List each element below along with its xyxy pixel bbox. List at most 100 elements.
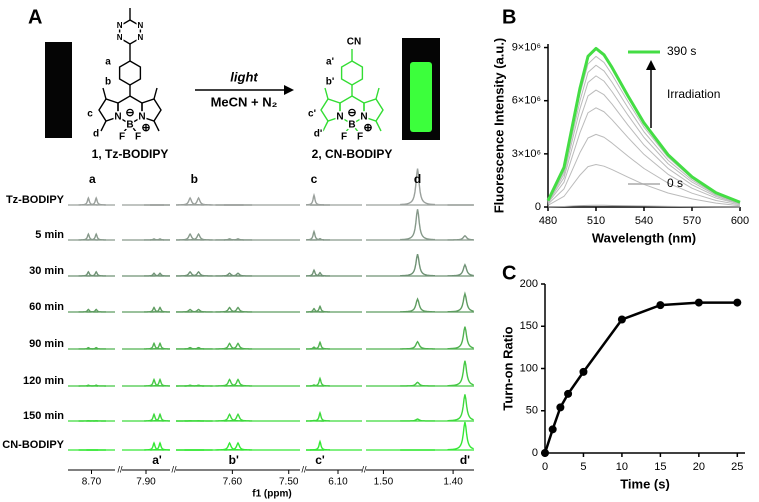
signal-label: d <box>414 172 421 186</box>
compound-name: 2, CN-BODIPY <box>312 147 393 161</box>
data-point <box>564 389 573 398</box>
nmr-peak <box>78 232 99 241</box>
signal-label: c <box>311 172 318 186</box>
atom-label: F <box>119 132 125 143</box>
nmr-peak <box>223 306 253 313</box>
series-line <box>543 301 738 454</box>
signal-label: a' <box>152 453 162 467</box>
legend-label: 390 s <box>667 44 696 58</box>
compound-name: 1, Tz-BODIPY <box>92 147 169 161</box>
nmr-peak <box>215 441 244 451</box>
atom-label: N <box>138 21 144 30</box>
nmr-peak <box>309 271 331 277</box>
ring <box>320 98 341 122</box>
y-axis-label: Fluorescence Intensity (a.u.) <box>491 38 506 214</box>
y-tick-label: 50 <box>526 405 538 417</box>
bond <box>322 120 329 132</box>
series-line <box>547 107 741 205</box>
row-label: 60 min <box>29 301 64 313</box>
ring <box>118 60 142 86</box>
nmr-peak <box>143 412 165 422</box>
nmr-peak <box>215 412 244 422</box>
annotation: Irradiation <box>667 87 720 101</box>
atom-label: N <box>138 112 145 123</box>
nmr-peak <box>184 232 213 241</box>
signal-label: c' <box>315 453 325 467</box>
atom-label: N <box>336 112 343 123</box>
nmr-peak <box>149 377 171 387</box>
nmr-peak <box>215 342 244 350</box>
signal-label: b' <box>229 453 239 467</box>
row-label: 30 min <box>29 265 64 277</box>
nmr-peak <box>447 234 474 241</box>
data-point <box>541 449 549 457</box>
atom-label: N <box>117 33 123 42</box>
x-tick-label: 10 <box>616 461 628 473</box>
atom-label: ⊖ <box>347 107 356 119</box>
nmr-peak <box>86 346 106 350</box>
panel-label: C <box>502 262 516 284</box>
atom-label: N <box>117 21 123 30</box>
nmr-peak <box>78 196 99 206</box>
x-tick-label: 15 <box>654 461 666 473</box>
y-tick-label: 150 <box>520 320 538 332</box>
nmr-peak <box>150 306 170 313</box>
nmr-peak <box>149 412 171 422</box>
atom-label: F <box>357 132 363 143</box>
data-point <box>656 301 665 310</box>
bond <box>351 123 360 134</box>
nmr-peak <box>215 306 244 313</box>
nmr-peak <box>215 378 244 387</box>
nmr-peak <box>184 346 213 350</box>
atom-label: b <box>105 77 111 88</box>
bond <box>375 120 382 132</box>
bond <box>344 123 353 134</box>
row-label: 5 min <box>35 229 64 241</box>
y-tick-label: 9×10⁶ <box>512 41 541 53</box>
row-label: CN-BODIPY <box>2 439 64 451</box>
atom-label: ⊖ <box>125 107 134 119</box>
bond <box>324 87 329 100</box>
atom-label: c' <box>308 109 316 120</box>
y-tick-label: 100 <box>520 362 538 374</box>
atom-label: d <box>93 129 99 140</box>
x-tick-label: 5 <box>580 461 586 473</box>
bond <box>375 87 380 100</box>
reaction-arrowhead <box>284 85 294 95</box>
nmr-peak <box>447 291 474 313</box>
nmr-peak <box>223 412 253 422</box>
nmr-peak <box>309 376 331 387</box>
nmr-peak <box>400 418 435 422</box>
nmr-peak <box>309 410 331 422</box>
series-line <box>547 64 741 204</box>
series-line <box>546 46 741 204</box>
axis-break: // <box>117 464 123 474</box>
x-axis-label: Time (s) <box>620 476 670 491</box>
atom-label: B <box>348 120 355 131</box>
row-label: 90 min <box>29 338 64 350</box>
legend-arrowhead <box>646 60 656 70</box>
x-tick-label: 0 <box>542 461 548 473</box>
row-label: 150 min <box>23 410 64 422</box>
signal-label: d' <box>460 453 470 467</box>
x-tick-label: 20 <box>693 461 705 473</box>
atom-label: b' <box>326 77 335 88</box>
nmr-peak <box>305 192 325 206</box>
nmr-peak <box>143 272 165 277</box>
data-point <box>617 315 626 324</box>
nmr-peak <box>176 308 205 313</box>
nmr-peak <box>400 168 436 206</box>
nmr-peak <box>149 272 171 277</box>
nmr-peak <box>223 378 253 387</box>
y-axis-label: Turn-on Ratio <box>500 326 515 410</box>
x-tick-label: 7.60 <box>223 477 243 488</box>
atom-label: B <box>126 120 133 131</box>
bond <box>122 123 131 134</box>
signal-label: a <box>89 172 96 186</box>
reactant-vial <box>45 42 72 138</box>
atom-label: N <box>138 33 144 42</box>
x-tick-label: 600 <box>731 215 749 227</box>
data-point <box>548 425 557 434</box>
x-tick-label: 25 <box>731 461 743 473</box>
